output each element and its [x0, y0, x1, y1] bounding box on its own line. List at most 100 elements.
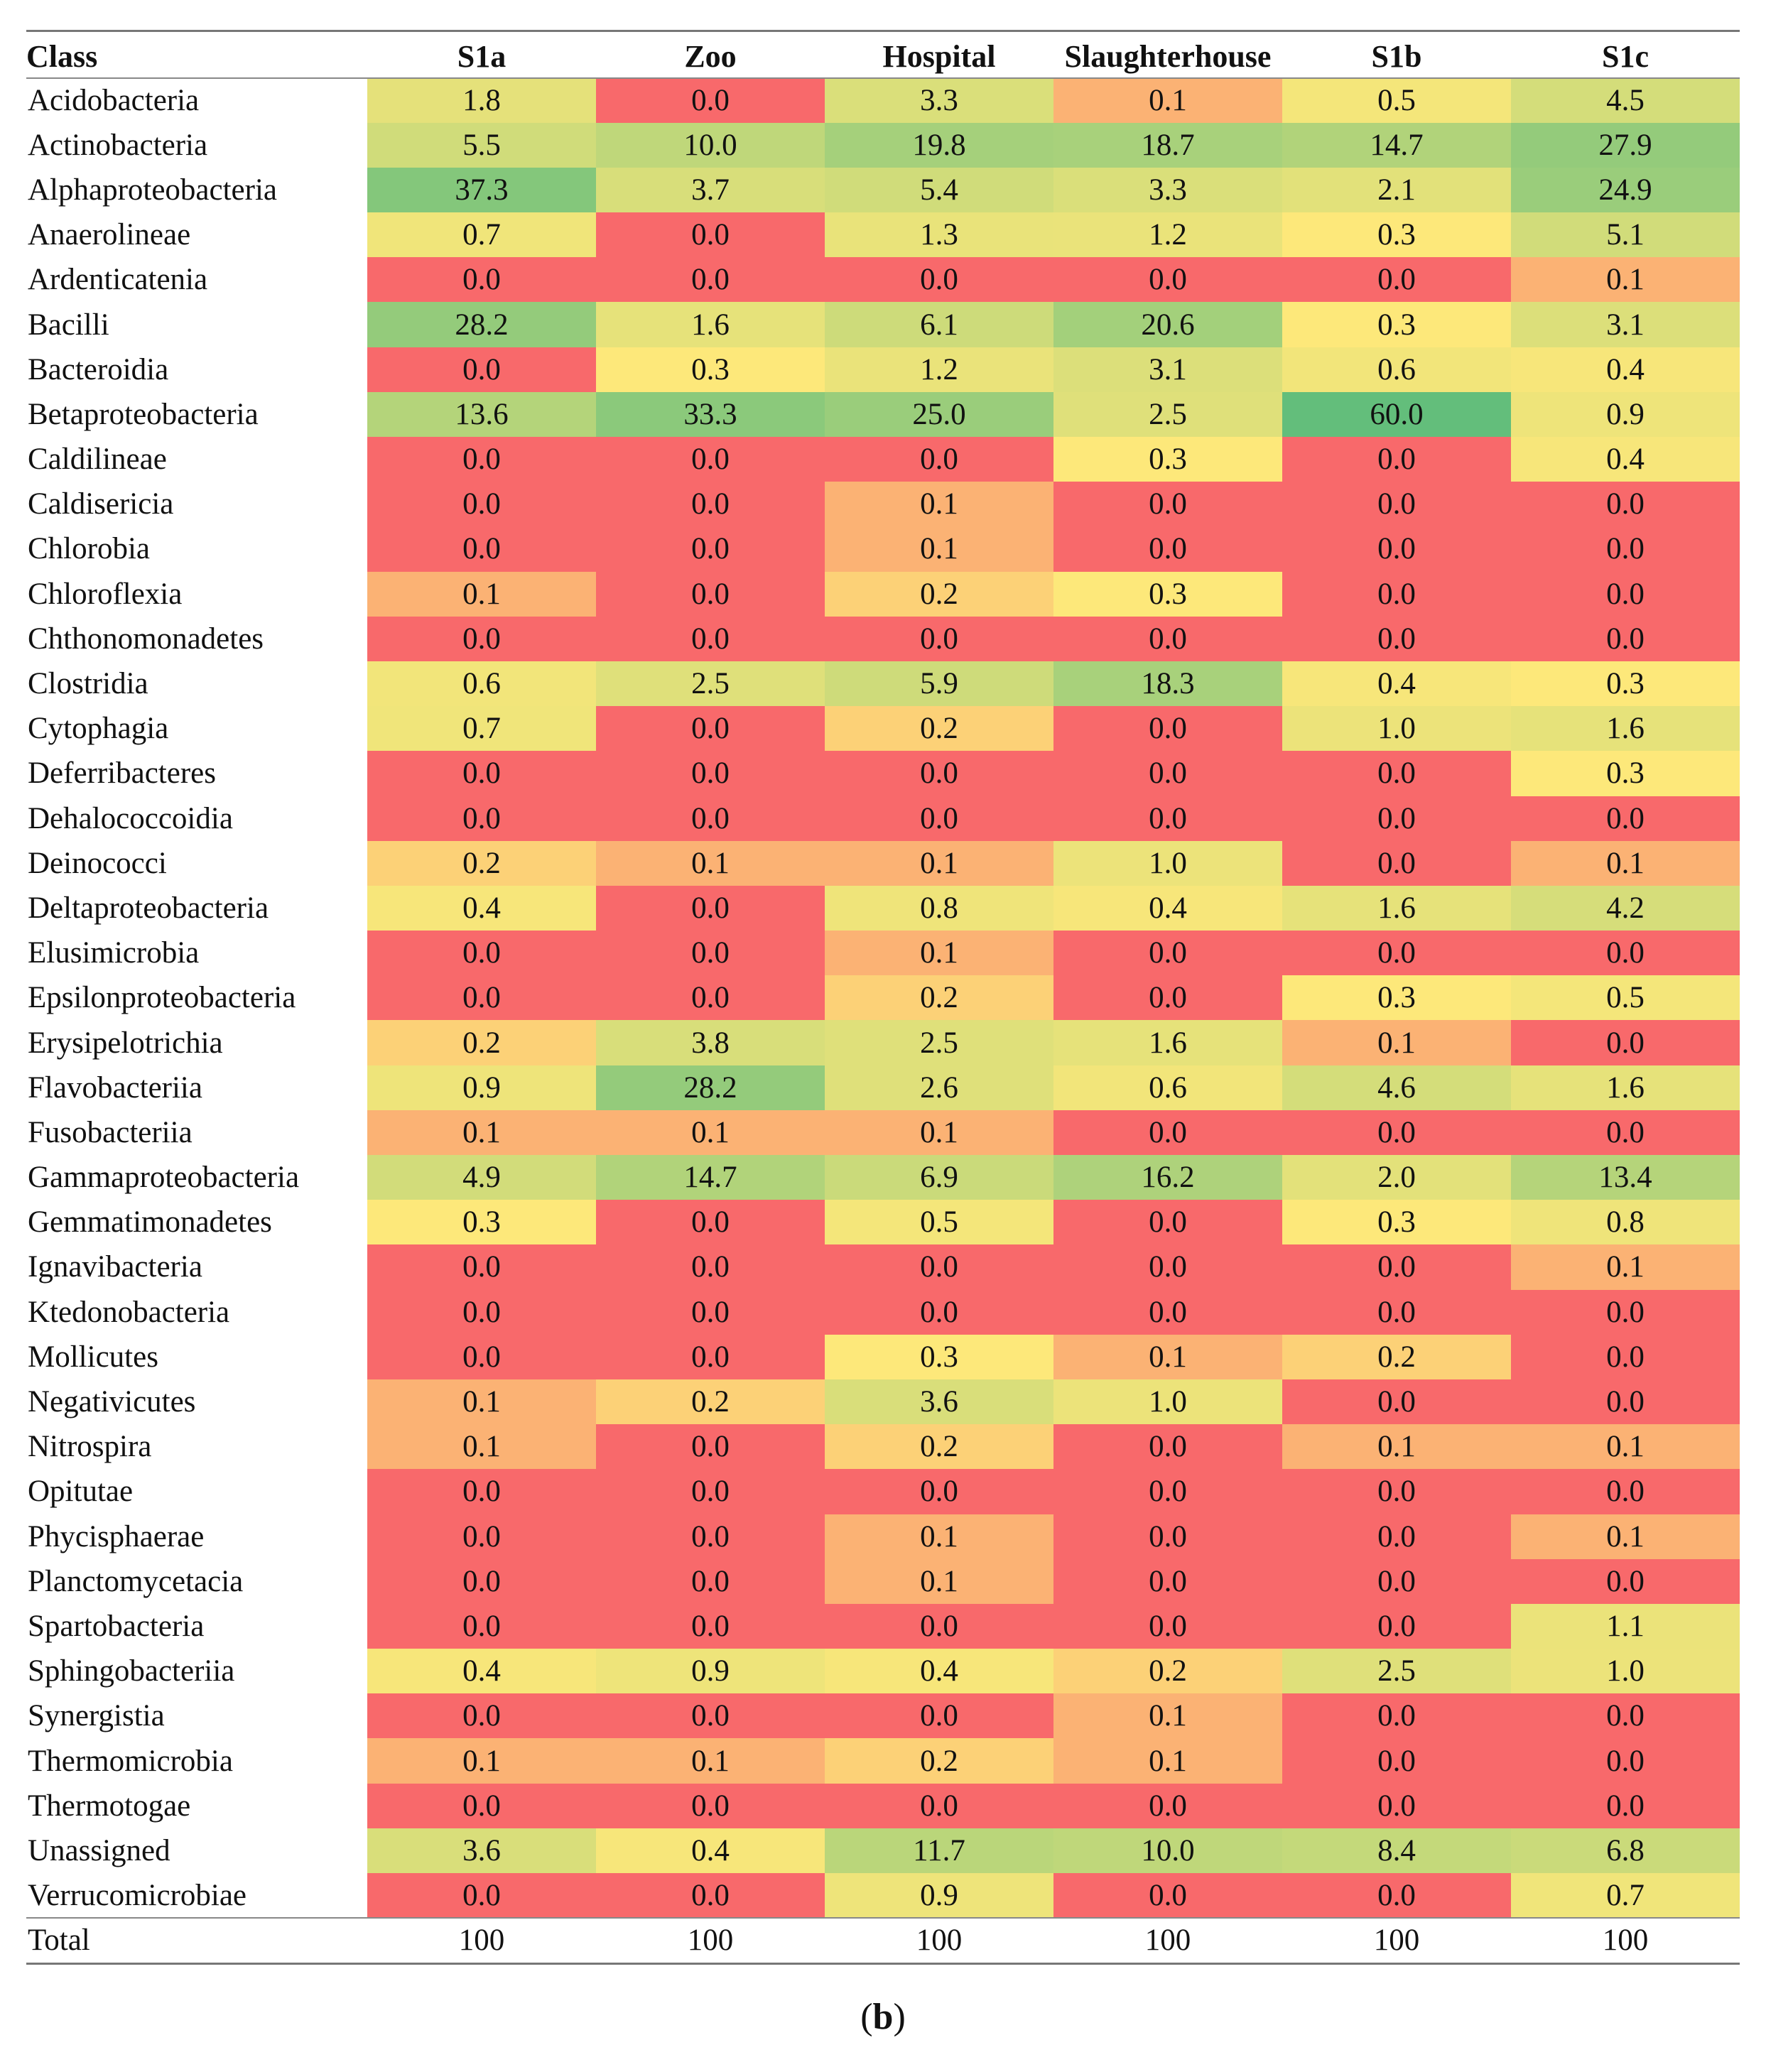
heat-cell-s1a: 0.0 [367, 1783, 596, 1828]
heat-cell-s1a: 13.6 [367, 391, 596, 437]
heat-cell-slaughterhouse: 0.0 [1053, 1244, 1282, 1290]
row-label: Sphingobacteriia [26, 1649, 367, 1694]
heat-cell-zoo: 10.0 [596, 122, 825, 168]
heat-cell-hospital: 0.3 [825, 1334, 1053, 1379]
heat-cell-zoo: 0.0 [596, 1200, 825, 1245]
row-label: Gemmatimonadetes [26, 1200, 367, 1245]
heat-cell-hospital: 5.4 [825, 167, 1053, 213]
heat-cell-s1c: 0.0 [1511, 1558, 1740, 1604]
heat-cell-s1b: 1.0 [1282, 706, 1511, 752]
heatmap-table: Class S1a Zoo Hospital Slaughterhouse S1b S1c … [26, 30, 1740, 1965]
row-label: Deltaproteobacteria [26, 885, 367, 931]
row-label: Flavobacteriia [26, 1065, 367, 1110]
table-row: Gammaproteobacteria 4.9 14.7 6.9 16.2 2.0 13.4 [26, 1155, 1740, 1200]
heat-cell-slaughterhouse: 10.0 [1053, 1828, 1282, 1873]
heat-cell-hospital: 0.2 [825, 1424, 1053, 1470]
heat-cell-zoo: 0.4 [596, 1828, 825, 1873]
heat-cell-s1a: 0.9 [367, 1065, 596, 1110]
heat-cell-hospital: 0.0 [825, 1289, 1053, 1335]
table-row: Thermotogae 0.0 0.0 0.0 0.0 0.0 0.0 [26, 1783, 1740, 1828]
heat-cell-slaughterhouse: 16.2 [1053, 1155, 1282, 1200]
total-cell-hospital: 100 [825, 1918, 1053, 1964]
heat-cell-hospital: 2.6 [825, 1065, 1053, 1110]
heat-cell-zoo: 3.8 [596, 1020, 825, 1065]
table-row: Betaproteobacteria 13.6 33.3 25.0 2.5 60.0 0.9 [26, 391, 1740, 437]
heat-cell-zoo: 0.0 [596, 257, 825, 303]
table-row: Planctomycetacia 0.0 0.0 0.1 0.0 0.0 0.0 [26, 1558, 1740, 1604]
heat-cell-s1b: 0.0 [1282, 437, 1511, 482]
heat-cell-zoo: 1.6 [596, 302, 825, 347]
row-label: Synergistia [26, 1693, 367, 1739]
heat-cell-s1b: 0.0 [1282, 1873, 1511, 1919]
heat-cell-s1a: 28.2 [367, 302, 596, 347]
heat-cell-slaughterhouse: 0.0 [1053, 1873, 1282, 1919]
table-row: Spartobacteria 0.0 0.0 0.0 0.0 0.0 1.1 [26, 1603, 1740, 1649]
heat-cell-zoo: 0.3 [596, 347, 825, 392]
heat-cell-s1c: 1.1 [1511, 1603, 1740, 1649]
row-label: Gammaproteobacteria [26, 1155, 367, 1200]
total-cell-zoo: 100 [596, 1918, 825, 1964]
heat-cell-s1a: 4.9 [367, 1155, 596, 1200]
heat-cell-slaughterhouse: 0.1 [1053, 1334, 1282, 1379]
heat-cell-s1c: 1.0 [1511, 1649, 1740, 1694]
heat-cell-zoo: 0.0 [596, 1334, 825, 1379]
heatmap-table-figure: Class S1a Zoo Hospital Slaughterhouse S1b S1c … [26, 30, 1740, 1965]
heat-cell-s1c: 0.0 [1511, 1020, 1740, 1065]
row-label: Ktedonobacteria [26, 1289, 367, 1335]
table-row: Cytophagia 0.7 0.0 0.2 0.0 1.0 1.6 [26, 706, 1740, 752]
heat-cell-s1c: 0.0 [1511, 1738, 1740, 1784]
heat-cell-hospital: 0.0 [825, 796, 1053, 841]
heat-cell-slaughterhouse: 0.1 [1053, 1693, 1282, 1739]
row-label: Nitrospira [26, 1424, 367, 1470]
heat-cell-s1a: 0.7 [367, 212, 596, 258]
heat-cell-slaughterhouse: 0.0 [1053, 975, 1282, 1021]
table-row: Unassigned 3.6 0.4 11.7 10.0 8.4 6.8 [26, 1828, 1740, 1873]
heat-cell-slaughterhouse: 2.5 [1053, 391, 1282, 437]
header-row: Class S1a Zoo Hospital Slaughterhouse S1b S1c [26, 31, 1740, 78]
heat-cell-s1c: 4.2 [1511, 885, 1740, 931]
heat-cell-slaughterhouse: 3.1 [1053, 347, 1282, 392]
heat-cell-hospital: 5.9 [825, 661, 1053, 707]
heat-cell-zoo: 0.0 [596, 212, 825, 258]
figure-caption: (b) [0, 1996, 1766, 2038]
heat-cell-s1b: 0.0 [1282, 616, 1511, 661]
heat-cell-slaughterhouse: 0.0 [1053, 796, 1282, 841]
heat-cell-zoo: 0.0 [596, 751, 825, 796]
heat-cell-hospital: 0.2 [825, 975, 1053, 1021]
row-label: Bacilli [26, 302, 367, 347]
column-header-class: Class [26, 38, 98, 74]
row-label: Epsilonproteobacteria [26, 975, 367, 1021]
table-row: Nitrospira 0.1 0.0 0.2 0.0 0.1 0.1 [26, 1424, 1740, 1470]
heat-cell-slaughterhouse: 0.0 [1053, 1289, 1282, 1335]
heat-cell-zoo: 3.7 [596, 167, 825, 213]
heat-cell-zoo: 0.0 [596, 975, 825, 1021]
row-label: Clostridia [26, 661, 367, 707]
row-label: Planctomycetacia [26, 1558, 367, 1604]
heat-cell-zoo: 0.0 [596, 1693, 825, 1739]
heat-cell-s1c: 13.4 [1511, 1155, 1740, 1200]
heat-cell-s1a: 0.0 [367, 751, 596, 796]
heat-cell-slaughterhouse: 0.0 [1053, 482, 1282, 527]
heat-cell-slaughterhouse: 0.0 [1053, 526, 1282, 572]
heat-cell-s1a: 0.0 [367, 1558, 596, 1604]
heat-cell-hospital: 3.6 [825, 1379, 1053, 1425]
heat-cell-s1c: 0.0 [1511, 526, 1740, 572]
table-row: Elusimicrobia 0.0 0.0 0.1 0.0 0.0 0.0 [26, 931, 1740, 976]
total-cell-s1c: 100 [1511, 1918, 1740, 1964]
row-label: Chloroflexia [26, 571, 367, 617]
heat-cell-s1a: 0.0 [367, 257, 596, 303]
table-row: Chlorobia 0.0 0.0 0.1 0.0 0.0 0.0 [26, 526, 1740, 572]
heat-cell-slaughterhouse: 0.1 [1053, 1738, 1282, 1784]
table-row: Deinococci 0.2 0.1 0.1 1.0 0.0 0.1 [26, 840, 1740, 886]
heat-cell-slaughterhouse: 0.0 [1053, 616, 1282, 661]
heat-cell-hospital: 0.1 [825, 1110, 1053, 1155]
heat-cell-hospital: 0.5 [825, 1200, 1053, 1245]
table-row: Caldilineae 0.0 0.0 0.0 0.3 0.0 0.4 [26, 437, 1740, 482]
heat-cell-s1a: 0.6 [367, 661, 596, 707]
total-label: Total [26, 1918, 367, 1964]
table-row: Mollicutes 0.0 0.0 0.3 0.1 0.2 0.0 [26, 1334, 1740, 1379]
heat-cell-s1a: 0.0 [367, 931, 596, 976]
heat-cell-s1b: 1.6 [1282, 885, 1511, 931]
heat-cell-s1c: 27.9 [1511, 122, 1740, 168]
row-label: Erysipelotrichia [26, 1020, 367, 1065]
